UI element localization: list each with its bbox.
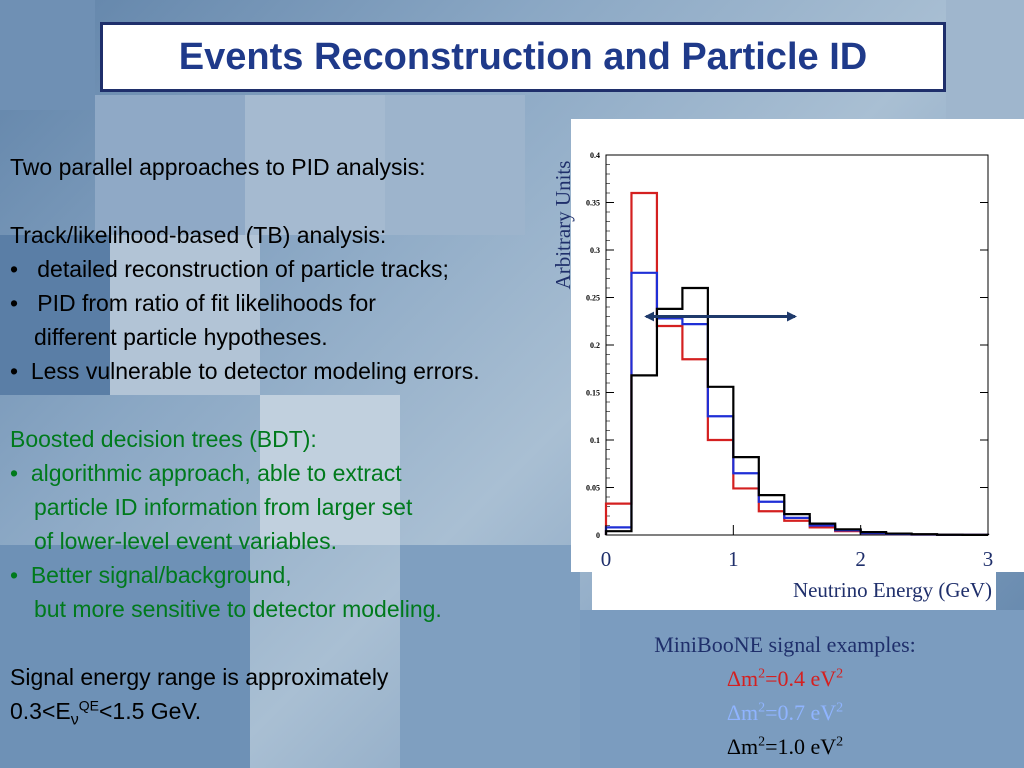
bdt-bullet-1-cont-b: of lower-level event variables.: [34, 528, 337, 554]
tb-heading: Track/likelihood-based (TB) analysis:: [10, 222, 387, 248]
y-tick-label: 0.4: [590, 151, 600, 160]
title-box: Events Reconstruction and Particle ID: [100, 22, 946, 92]
x-tick-label: 1: [728, 547, 739, 571]
background-tile: [95, 95, 245, 235]
y-tick-label: 0.1: [590, 436, 600, 445]
y-tick-label: 0.35: [586, 199, 600, 208]
background-tile: [946, 0, 1024, 120]
caption-item-3: Δm2=1.0 eV2: [726, 734, 844, 759]
histogram-series-1: [604, 191, 990, 537]
y-tick-label: 0: [596, 531, 600, 540]
tb-bullet-3: • Less vulnerable to detector modeling e…: [10, 358, 480, 384]
tb-bullet-2-cont: different particle hypotheses.: [34, 324, 328, 350]
bdt-bullet-1-cont-a: particle ID information from larger set: [34, 494, 413, 520]
slide-title: Events Reconstruction and Particle ID: [178, 35, 868, 78]
background-tile: [0, 545, 250, 768]
bullet-glyph: •: [10, 562, 19, 588]
bdt-bullet-1: • algorithmic approach, able to extract: [10, 460, 402, 486]
intro-line: Two parallel approaches to PID analysis:: [10, 154, 426, 180]
range-line-2: 0.3<EνQE<1.5 GeV.: [10, 697, 202, 729]
y-tick-label: 0.05: [586, 484, 600, 493]
background-tile: [260, 395, 400, 545]
bdt-bullet-2: • Better signal/background,: [10, 562, 292, 588]
signal-examples-caption: MiniBooNE signal examples: Δm2=0.4 eV2 Δ…: [600, 628, 970, 764]
caption-item-1: Δm2=0.4 eV2: [726, 666, 844, 691]
histogram-series-3: [604, 286, 990, 537]
x-tick-label: 0: [601, 547, 612, 571]
background-tile: [385, 95, 525, 235]
body-text: Two parallel approaches to PID analysis:…: [10, 150, 610, 728]
bdt-bullet-2-cont: but more sensitive to detector modeling.: [34, 596, 442, 622]
x-axis-label: Neutrino Energy (GeV): [793, 578, 992, 602]
y-tick-label: 0.15: [586, 389, 600, 398]
background-tile: [0, 0, 95, 110]
y-tick-label: 0.2: [590, 341, 600, 350]
bullet-glyph: •: [10, 290, 19, 316]
caption-item-2: Δm2=0.7 eV2: [726, 700, 844, 725]
range-line-1: Signal energy range is approximately: [10, 664, 389, 690]
bullet-glyph: •: [10, 358, 19, 384]
plot-label-panel: [592, 560, 996, 610]
background-tile: [110, 235, 260, 395]
background-tile: [0, 235, 110, 395]
background-tile: [400, 545, 580, 768]
background-tile: [580, 610, 1024, 768]
background-tile: [245, 95, 385, 235]
y-tick-label: 0.3: [590, 246, 600, 255]
tb-bullet-1: • detailed reconstruction of particle tr…: [10, 256, 449, 282]
tb-bullet-2: • PID from ratio of fit likelihoods for: [10, 290, 376, 316]
y-tick-label: 0.25: [586, 294, 600, 303]
x-tick-label: 2: [855, 547, 866, 571]
y-axis-label: Arbitrary Units: [551, 161, 575, 290]
x-tick-label: 3: [983, 547, 994, 571]
plot-panel: [571, 119, 1024, 572]
caption-title: MiniBooNE signal examples:: [654, 632, 916, 657]
bdt-heading: Boosted decision trees (BDT):: [10, 426, 317, 452]
histogram-series-2: [604, 271, 990, 537]
bullet-glyph: •: [10, 460, 19, 486]
plot-frame: [605, 154, 989, 536]
bullet-glyph: •: [10, 256, 19, 282]
